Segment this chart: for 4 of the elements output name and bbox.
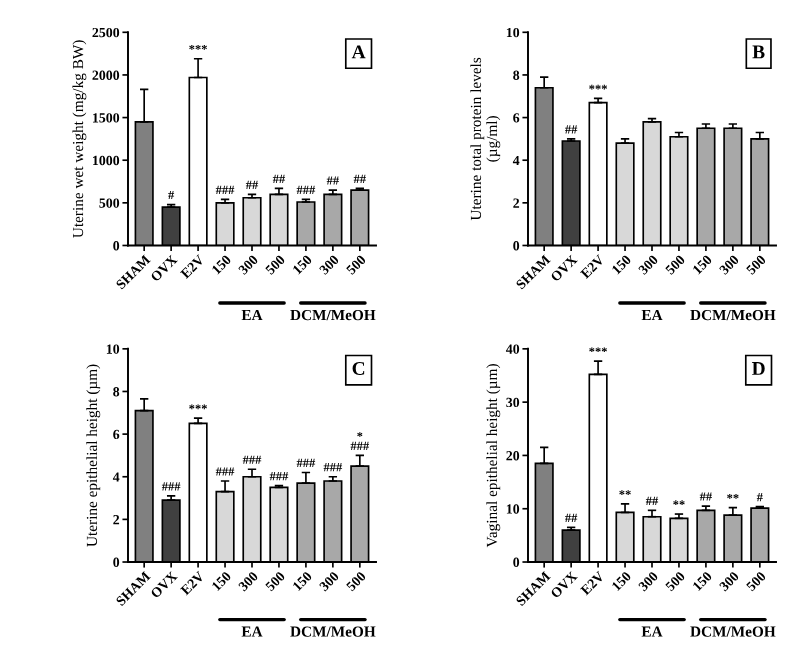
text: A bbox=[351, 45, 366, 59]
text: B bbox=[752, 45, 765, 59]
text: D bbox=[751, 362, 765, 375]
text: C bbox=[352, 361, 365, 376]
